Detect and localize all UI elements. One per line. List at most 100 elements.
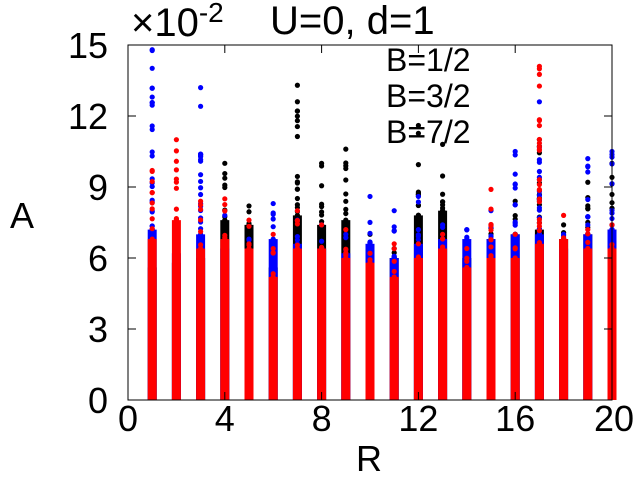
data-point bbox=[246, 223, 252, 229]
data-point bbox=[536, 136, 543, 143]
data-point bbox=[464, 227, 470, 233]
dense-point-column bbox=[534, 243, 544, 400]
dense-point-column bbox=[147, 239, 157, 400]
data-point bbox=[536, 63, 543, 69]
data-point bbox=[464, 245, 470, 252]
data-point bbox=[198, 206, 204, 213]
data-point bbox=[319, 238, 325, 244]
data-point bbox=[536, 83, 543, 89]
y-tick-label: 15 bbox=[68, 25, 108, 66]
data-point bbox=[270, 216, 276, 222]
dense-point-column bbox=[583, 248, 593, 400]
data-point bbox=[270, 245, 276, 252]
data-point bbox=[343, 246, 349, 252]
plot-points bbox=[147, 47, 617, 400]
dense-point-column bbox=[171, 220, 181, 400]
data-point bbox=[222, 208, 228, 214]
data-point bbox=[536, 122, 543, 129]
data-point bbox=[536, 168, 543, 175]
data-point bbox=[512, 220, 518, 226]
data-point bbox=[415, 193, 421, 200]
data-point bbox=[585, 227, 591, 233]
data-point bbox=[149, 123, 155, 129]
data-point bbox=[198, 245, 204, 252]
y-tick-label: 6 bbox=[88, 238, 108, 279]
data-point bbox=[440, 222, 446, 228]
data-point bbox=[391, 274, 397, 280]
data-point bbox=[585, 231, 591, 237]
data-point bbox=[270, 231, 276, 237]
data-point bbox=[536, 199, 543, 205]
data-point bbox=[343, 177, 349, 183]
data-point bbox=[149, 126, 155, 133]
data-point bbox=[173, 137, 179, 143]
data-point bbox=[149, 226, 155, 232]
data-point bbox=[222, 232, 228, 238]
y-tick-label: 9 bbox=[88, 167, 108, 208]
dense-point-column bbox=[438, 248, 448, 400]
data-point bbox=[367, 239, 373, 245]
dense-point-column bbox=[413, 258, 423, 400]
data-point bbox=[440, 141, 446, 147]
data-point bbox=[173, 176, 179, 182]
data-point bbox=[343, 227, 349, 233]
series-b-1-2 bbox=[147, 63, 617, 400]
data-point bbox=[198, 229, 204, 235]
data-point bbox=[149, 206, 155, 212]
legend-entry-b-1-2: B=1/2 bbox=[386, 42, 471, 78]
data-point bbox=[198, 191, 204, 198]
data-point bbox=[319, 209, 325, 215]
data-point bbox=[440, 244, 446, 250]
data-point bbox=[561, 212, 567, 218]
data-point bbox=[367, 230, 373, 236]
data-point bbox=[149, 47, 155, 53]
data-point bbox=[585, 203, 591, 209]
data-point bbox=[173, 206, 179, 212]
data-point bbox=[222, 170, 228, 177]
data-point bbox=[270, 271, 276, 277]
data-point bbox=[464, 234, 470, 240]
dense-point-column bbox=[389, 276, 399, 400]
data-point bbox=[198, 185, 204, 191]
data-point bbox=[294, 179, 300, 185]
data-point bbox=[294, 195, 300, 202]
data-point bbox=[343, 250, 349, 256]
dense-point-column bbox=[462, 267, 472, 400]
x-axis-ticks: 0 4 8 12 16 20 bbox=[118, 45, 634, 439]
data-point bbox=[294, 233, 300, 240]
data-point bbox=[173, 217, 179, 223]
dense-point-column bbox=[220, 239, 230, 400]
data-point bbox=[415, 212, 421, 218]
data-point bbox=[415, 199, 421, 205]
data-point bbox=[198, 151, 204, 157]
data-point bbox=[536, 186, 543, 193]
data-point bbox=[294, 118, 300, 124]
data-point bbox=[464, 264, 470, 271]
data-point bbox=[536, 240, 543, 246]
data-point bbox=[149, 85, 155, 91]
plot-frame bbox=[127, 44, 613, 401]
data-point bbox=[440, 191, 446, 197]
data-point bbox=[440, 236, 446, 242]
data-point bbox=[536, 117, 543, 123]
data-point bbox=[391, 253, 397, 259]
data-point bbox=[294, 208, 300, 214]
data-point bbox=[367, 260, 373, 266]
dense-point-column bbox=[510, 258, 520, 400]
data-point bbox=[149, 216, 155, 222]
data-point bbox=[198, 242, 204, 248]
data-point bbox=[536, 157, 543, 163]
data-point bbox=[294, 186, 300, 192]
data-point bbox=[464, 255, 470, 261]
data-point bbox=[294, 108, 300, 114]
data-point bbox=[343, 210, 349, 217]
data-point bbox=[367, 219, 373, 226]
x-tick-label: 8 bbox=[312, 398, 332, 439]
data-point bbox=[585, 169, 591, 175]
data-point bbox=[488, 244, 494, 250]
data-point bbox=[367, 250, 373, 256]
data-point bbox=[198, 202, 204, 208]
x-tick-label: 0 bbox=[118, 398, 138, 439]
data-point bbox=[319, 222, 325, 228]
